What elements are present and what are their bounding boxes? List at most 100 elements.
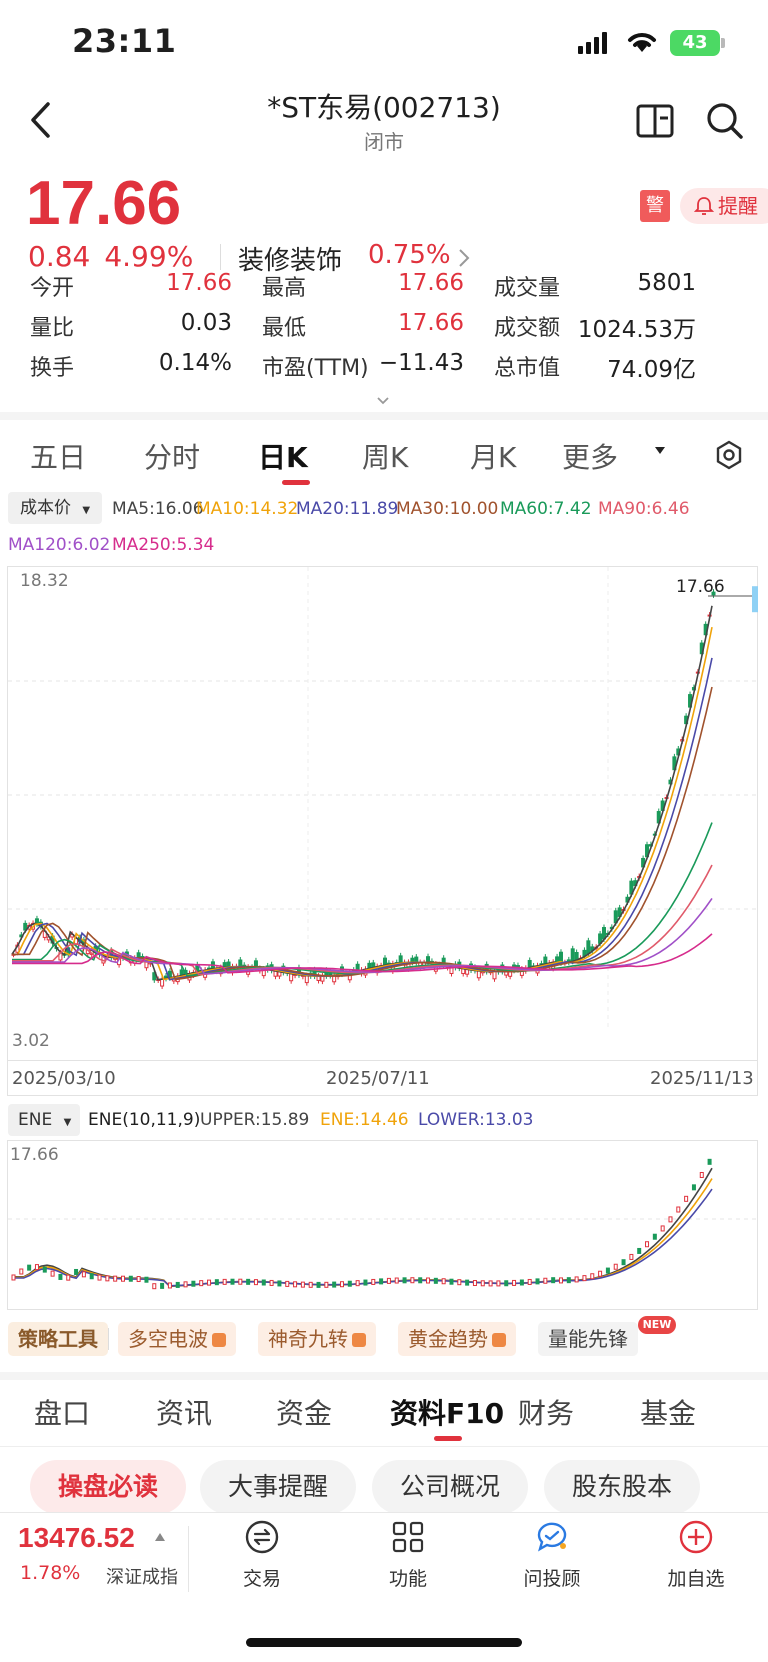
ene-candle [152, 1283, 157, 1290]
candle-body [398, 955, 403, 964]
ene-candle [613, 1263, 618, 1270]
tool-bull-bear-wave[interactable]: 多空电波 [118, 1322, 236, 1356]
ene-candle [97, 1274, 102, 1281]
ene-candle [105, 1275, 110, 1282]
nav-trade[interactable]: 交易 [212, 1520, 312, 1591]
ene-candle [160, 1282, 165, 1289]
nav-label: 交易 [242, 1568, 281, 1590]
ene-candle [441, 1278, 446, 1285]
info-tab[interactable]: 财务 [518, 1397, 575, 1430]
ene-candle [699, 1172, 704, 1179]
ene-candle [144, 1276, 149, 1283]
stat-label: 成交量 [494, 276, 561, 301]
book-icon[interactable] [636, 104, 674, 138]
candle-body [711, 591, 716, 596]
ene-candle [42, 1266, 47, 1273]
f10-pill[interactable]: 股东股本 [544, 1460, 700, 1514]
dropdown-triangle-icon: ▼ [63, 1117, 72, 1128]
ene-candle [199, 1280, 204, 1287]
kline-svg [8, 567, 759, 1027]
search-icon[interactable] [706, 102, 744, 140]
f10-pill[interactable]: 公司概况 [372, 1460, 528, 1514]
warning-badge[interactable]: 警 [640, 190, 670, 222]
index-value[interactable]: 13476.52 [18, 1522, 135, 1553]
dropdown-triangle-icon[interactable] [654, 446, 666, 456]
battery-cap [721, 38, 725, 48]
settings-icon[interactable] [714, 440, 744, 470]
indicator-selector[interactable]: ENE ▼ [8, 1104, 80, 1136]
ene-candle [426, 1277, 431, 1284]
nav-functions[interactable]: 功能 [358, 1520, 458, 1591]
ene-candle [535, 1278, 540, 1285]
divider [0, 1446, 768, 1447]
tool-label: 黄金趋势 [408, 1327, 488, 1351]
tool-golden-trend[interactable]: 黄金趋势 [398, 1322, 516, 1356]
strategy-tools-button[interactable]: 策略工具 [8, 1322, 108, 1356]
info-tab[interactable]: 资金 [276, 1397, 333, 1430]
wifi-icon [628, 33, 656, 52]
ene-candle [113, 1275, 118, 1282]
ene-candle [222, 1278, 227, 1285]
ene-candle [457, 1279, 462, 1286]
ene-chart[interactable]: 17.66 [7, 1140, 759, 1310]
chart-tab[interactable]: 日K [258, 441, 308, 474]
ma-item: MA90:6.46 [598, 499, 690, 519]
info-tab[interactable]: 资讯 [156, 1397, 213, 1430]
chart-tab[interactable]: 更多 [562, 441, 619, 474]
chart-tab[interactable]: 月K [470, 441, 517, 474]
stat-label: 总市值 [494, 356, 561, 381]
cost-price-selector[interactable]: 成本价 ▼ [8, 492, 102, 524]
ma-item: MA120:6.02 [8, 535, 111, 555]
ene-candle [347, 1280, 352, 1287]
ene-candle [324, 1281, 329, 1288]
tool-magic-nine[interactable]: 神奇九转 [258, 1322, 376, 1356]
tool-volume-pioneer[interactable]: 量能先锋 [538, 1322, 638, 1356]
divider [220, 244, 221, 270]
info-tab[interactable]: 资料F10 [390, 1397, 505, 1430]
ene-candle [707, 1158, 712, 1165]
info-tab[interactable]: 基金 [640, 1397, 697, 1430]
bottom-bar [0, 1512, 768, 1662]
ene-candle [300, 1281, 305, 1288]
chart-tab[interactable]: 周K [362, 441, 409, 474]
ene-candle [676, 1206, 681, 1213]
remind-button[interactable]: 提醒 [680, 188, 768, 224]
ene-mid: ENE:14.46 [320, 1110, 409, 1130]
f10-pill[interactable]: 操盘必读 [30, 1460, 186, 1514]
nav-advisor[interactable]: 问投顾 [502, 1520, 602, 1591]
nav-add-watchlist[interactable]: 加自选 [646, 1520, 746, 1591]
ene-candle [433, 1277, 438, 1284]
add-watchlist-icon [679, 1520, 713, 1554]
f10-pill[interactable]: 大事提醒 [200, 1460, 356, 1514]
last-price-marker [752, 586, 758, 613]
chart-tab[interactable]: 分时 [144, 441, 201, 474]
sector-percent[interactable]: 0.75% [368, 240, 451, 270]
ene-candle [465, 1279, 470, 1286]
chart-tab[interactable]: 五日 [30, 441, 87, 474]
section-divider [0, 412, 768, 420]
ene-candle [418, 1277, 423, 1284]
tool-label: 神奇九转 [268, 1327, 348, 1351]
candle-body [289, 973, 294, 982]
ene-candle [175, 1281, 180, 1288]
index-change: 1.78% [20, 1562, 81, 1584]
chevron-right-icon[interactable] [458, 248, 470, 268]
ene-candle [371, 1278, 376, 1285]
stat-value: 74.09亿 [607, 357, 696, 383]
nav-label: 功能 [388, 1568, 427, 1590]
y-min-label: 3.02 [12, 1031, 50, 1051]
ene-candle [269, 1279, 274, 1286]
ene-candle [253, 1279, 258, 1286]
chevron-left-icon[interactable] [28, 100, 52, 140]
info-tab[interactable]: 盘口 [34, 1397, 91, 1430]
ene-candle [81, 1271, 86, 1278]
home-indicator[interactable] [246, 1638, 522, 1647]
kline-chart[interactable]: 18.32 3.02 17.66 [7, 566, 759, 1096]
expand-chevron-icon[interactable] [376, 396, 390, 406]
candle-body [476, 970, 481, 979]
ene-candle [246, 1278, 251, 1285]
stat-value: 17.66 [166, 270, 232, 296]
active-tab-indicator [282, 480, 310, 485]
ene-candle [285, 1280, 290, 1287]
sector-name[interactable]: 装修装饰 [238, 246, 343, 276]
